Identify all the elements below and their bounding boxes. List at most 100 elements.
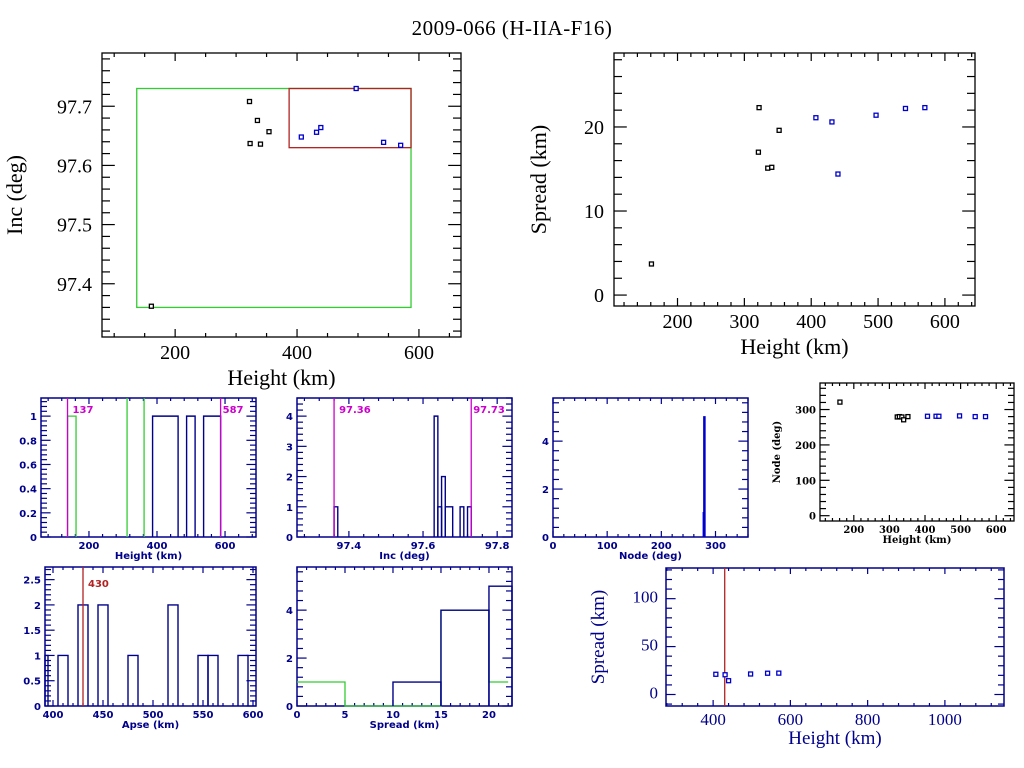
plot-frame xyxy=(819,382,1015,522)
x-tick-label: 300 xyxy=(705,541,726,552)
data-point xyxy=(725,678,732,684)
histogram-bar xyxy=(197,654,209,706)
x-tick-label: 450 xyxy=(93,710,114,721)
y-tick-label: 10 xyxy=(584,201,604,223)
x-tick-label: 5 xyxy=(342,710,349,721)
x-tick-label: 97.6 xyxy=(411,541,436,552)
y-tick-label: 97.6 xyxy=(57,155,92,177)
y-tick-label: 0 xyxy=(34,702,41,713)
x-tick-label: 100 xyxy=(597,541,618,552)
y-tick-label: 2.5 xyxy=(23,576,41,587)
x-tick-label: 400 xyxy=(43,710,64,721)
x-tick-label: 600 xyxy=(986,525,1007,536)
plot-frame xyxy=(665,567,1005,707)
y-tick-label: 2 xyxy=(542,485,549,496)
y-tick-label: 4 xyxy=(542,437,549,448)
histogram-bar xyxy=(97,604,109,706)
x-tick-label: 500 xyxy=(863,311,893,333)
plot-frame xyxy=(613,52,976,307)
x-tick-label: 600 xyxy=(243,710,264,721)
data-point xyxy=(936,413,942,419)
y-tick-label: 100 xyxy=(633,588,659,607)
y-tick-label: 0 xyxy=(809,512,816,523)
y-tick-label: 50 xyxy=(641,636,658,655)
data-point xyxy=(956,413,963,419)
marker-label: 97.36 xyxy=(339,405,371,416)
red-box xyxy=(288,87,412,149)
histogram-bar xyxy=(440,609,490,706)
data-point xyxy=(873,112,879,118)
y-tick-label: 200 xyxy=(795,441,816,452)
x-tick-label: 200 xyxy=(651,541,672,552)
y-tick-label: 3 xyxy=(286,442,293,453)
height-histogram: 200 400 600 0 0.2 0.4 0.6 0.8 1 Height (km) 137 587 xyxy=(19,397,257,562)
x-tick-label: 300 xyxy=(879,525,900,536)
y-axis-label: Spread (km) xyxy=(588,590,609,684)
data-point xyxy=(247,140,253,147)
y-tick-label: 0 xyxy=(650,684,659,703)
y-tick-label: 97.5 xyxy=(57,215,92,237)
x-tick-label: 0 xyxy=(294,710,301,721)
plot-frame xyxy=(40,397,257,538)
y-tick-label: 100 xyxy=(795,476,816,487)
node-histogram: 0 100 200 300 0 2 4 Node (deg) xyxy=(542,397,749,562)
x-axis-label: Height (km) xyxy=(883,535,952,546)
histogram-bar xyxy=(237,654,249,706)
x-tick-label: 400 xyxy=(915,525,936,536)
data-point xyxy=(398,142,404,148)
histogram-bar xyxy=(127,654,139,706)
data-point xyxy=(829,119,835,125)
data-point xyxy=(257,141,264,147)
y-tick-label: 0 xyxy=(594,285,604,307)
spread-vs-height-wide: 400 600 800 1000 0 50 100 Height (km) Spread (km… xyxy=(588,567,1005,749)
figure-title: 2009-066 (H-IIA-F16) xyxy=(411,16,613,40)
data-point xyxy=(922,104,928,111)
x-tick-label: 600 xyxy=(778,710,804,729)
y-tick-label: 0.8 xyxy=(19,436,37,447)
plot-frame xyxy=(101,52,462,338)
y-tick-label: 0.4 xyxy=(19,485,37,496)
y-tick-label: 1 xyxy=(30,412,37,423)
data-point xyxy=(972,413,978,420)
x-axis-label: Apse (km) xyxy=(122,720,179,731)
x-axis-label: Height (km) xyxy=(115,551,182,562)
data-point xyxy=(722,672,728,678)
x-tick-label: 600 xyxy=(930,311,960,333)
green-box xyxy=(136,87,412,309)
x-tick-label: 1000 xyxy=(928,710,962,729)
x-tick-label: 400 xyxy=(700,710,726,729)
y-tick-label: 2 xyxy=(286,473,293,484)
x-tick-label: 500 xyxy=(950,525,971,536)
plot-frame xyxy=(296,566,513,707)
histogram-bar xyxy=(151,415,179,537)
x-tick-label: 200 xyxy=(79,541,100,552)
spread-histogram: 0 5 10 15 20 0 2 4 Spread (km) xyxy=(286,566,513,731)
x-axis-label: Height (km) xyxy=(227,365,335,390)
y-tick-label: 0.2 xyxy=(19,509,37,520)
histogram-bar xyxy=(202,415,222,537)
x-tick-label: 600 xyxy=(215,541,236,552)
data-point xyxy=(318,124,324,131)
y-axis-label: Inc (deg) xyxy=(2,155,27,235)
inc-vs-height: 200 400 600 97.4 97.5 97.6 97.7 Height (km) Inc … xyxy=(2,52,462,390)
data-point xyxy=(901,417,907,423)
x-tick-label: 20 xyxy=(482,710,496,721)
y-tick-label: 0 xyxy=(286,702,293,713)
plot-frame xyxy=(44,566,257,707)
y-axis-label: Node (deg) xyxy=(772,421,783,483)
x-axis-label: Node (deg) xyxy=(619,551,682,562)
x-tick-label: 97.4 xyxy=(337,541,362,552)
y-axis-label: Spread (km) xyxy=(526,125,551,234)
y-tick-label: 1.5 xyxy=(23,626,41,637)
inc-histogram: 97.4 97.6 97.8 0 1 2 3 4 Inc (deg) 97.36 97.73 xyxy=(286,397,513,562)
y-tick-label: 0 xyxy=(30,533,37,544)
histogram-bar xyxy=(444,506,454,537)
apse-histogram: 400 450 500 550 600 0 0.5 1 1.5 2 2.5 Apse (km) 430 xyxy=(23,566,264,731)
data-point xyxy=(713,671,719,677)
x-tick-label: 200 xyxy=(160,342,190,364)
plot-frame xyxy=(552,397,749,538)
y-tick-label: 0.6 xyxy=(19,460,37,471)
x-tick-label: 500 xyxy=(143,710,164,721)
data-point xyxy=(835,171,841,177)
